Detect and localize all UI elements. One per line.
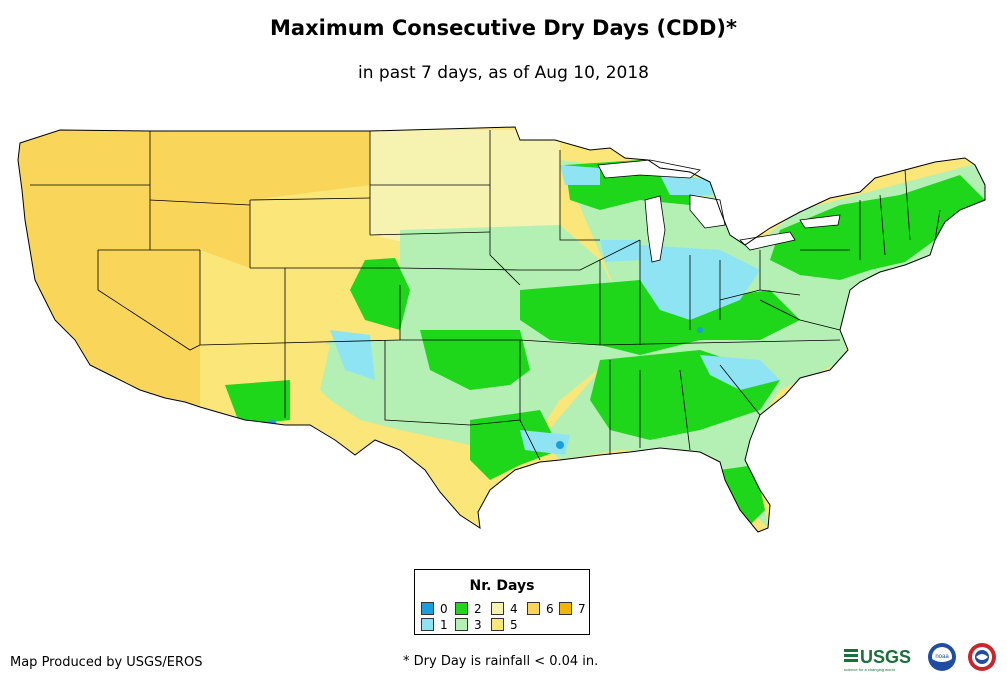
map-credit: Map Produced by USGS/EROS — [10, 655, 203, 670]
legend-label: 7 — [578, 602, 586, 616]
legend-item-2: 2 — [455, 602, 482, 616]
map-fill-layer — [18, 127, 985, 532]
legend-item-6: 6 — [527, 602, 554, 616]
legend-title: Nr. Days — [469, 578, 535, 594]
map-title: Maximum Consecutive Dry Days (CDD)* — [270, 16, 737, 40]
great-lakes — [597, 159, 841, 263]
usgs-logo: USGS science for a changing world — [844, 647, 911, 672]
legend-swatch — [491, 618, 504, 631]
legend-item-3: 3 — [455, 618, 482, 632]
legend-item-4: 4 — [491, 602, 518, 616]
legend-swatch — [559, 602, 572, 615]
agency-logos: USGS science for a changing world noaa — [844, 643, 996, 672]
legend-label: 0 — [440, 602, 448, 616]
legend-swatch — [455, 602, 468, 615]
map-subtitle: in past 7 days, as of Aug 10, 2018 — [358, 63, 649, 83]
legend-swatch — [527, 602, 540, 615]
noaa-logo-text: noaa — [935, 654, 949, 660]
legend-label: 2 — [474, 602, 482, 616]
legend-item-5: 5 — [491, 618, 518, 632]
nws-logo — [968, 643, 996, 671]
usgs-logo-text: USGS — [860, 647, 911, 667]
legend-item-0: 0 — [421, 602, 448, 616]
dry-day-footnote: * Dry Day is rainfall < 0.04 in. — [403, 654, 599, 669]
legend-label: 1 — [440, 618, 448, 632]
legend-swatch — [455, 618, 468, 631]
legend-swatch — [491, 602, 504, 615]
legend: Nr. Days 0 1 2 3 4 5 6 7 — [414, 569, 590, 635]
legend-label: 3 — [474, 618, 482, 632]
noaa-logo: noaa — [928, 643, 956, 671]
usgs-tagline: science for a changing world — [844, 667, 895, 672]
legend-label: 4 — [510, 602, 518, 616]
legend-swatch — [421, 602, 434, 615]
legend-label: 5 — [510, 618, 518, 632]
legend-item-1: 1 — [421, 618, 448, 632]
state-borders — [17, 126, 986, 533]
legend-item-7: 7 — [559, 602, 586, 616]
legend-swatch — [421, 618, 434, 631]
legend-label: 6 — [546, 602, 554, 616]
